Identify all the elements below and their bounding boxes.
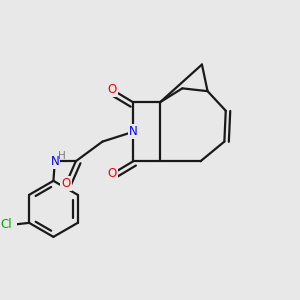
Text: N: N — [129, 125, 138, 138]
Text: N: N — [50, 155, 59, 168]
Text: O: O — [61, 177, 71, 190]
Text: O: O — [108, 167, 117, 180]
Text: Cl: Cl — [0, 218, 12, 231]
Text: H: H — [58, 151, 66, 161]
Text: O: O — [108, 83, 117, 96]
